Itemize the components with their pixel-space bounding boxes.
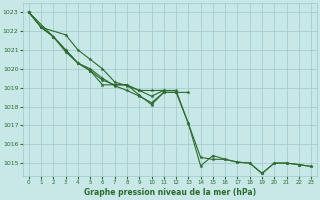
X-axis label: Graphe pression niveau de la mer (hPa): Graphe pression niveau de la mer (hPa) [84, 188, 256, 197]
